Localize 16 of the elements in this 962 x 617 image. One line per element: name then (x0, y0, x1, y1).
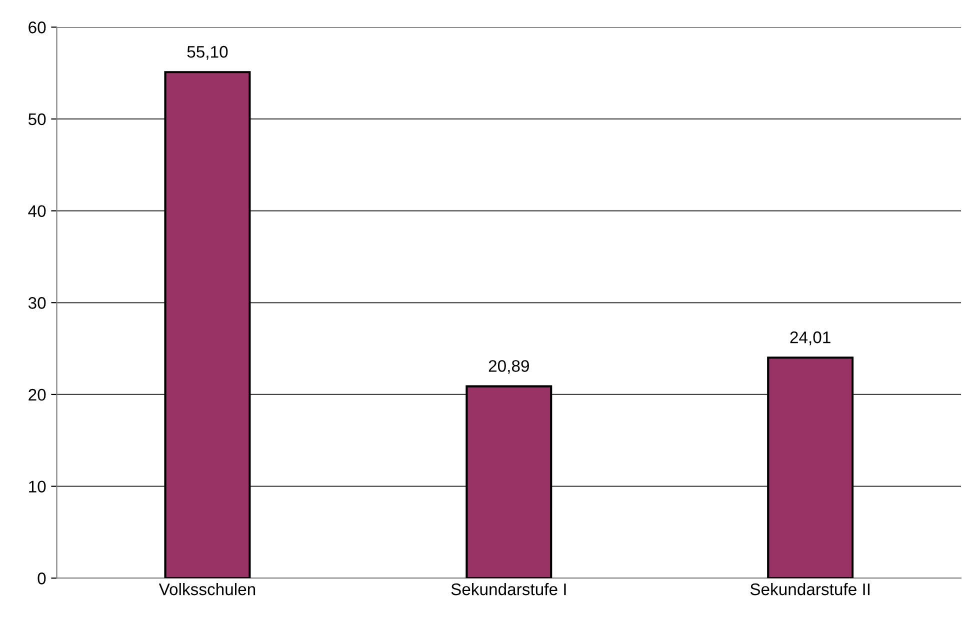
x-tick-label: Volksschulen (158, 582, 256, 596)
x-tick-label: Sekundarstufe I (451, 582, 566, 596)
data-label: 24,01 (790, 331, 830, 346)
bar (466, 385, 552, 578)
data-label: 20,89 (488, 360, 529, 374)
bar (767, 356, 854, 578)
y-tick-label: 40 (28, 205, 46, 218)
bar (164, 71, 251, 578)
y-tick-label: 50 (28, 113, 46, 126)
y-tick-label: 30 (28, 297, 46, 309)
x-tick-label: Sekundarstufe II (750, 582, 870, 596)
data-label: 55,10 (187, 46, 228, 60)
y-tick-label: 0 (38, 572, 46, 584)
y-tick-label: 20 (28, 388, 46, 401)
y-tick-label: 10 (29, 480, 46, 492)
y-tick-label: 60 (28, 22, 46, 34)
